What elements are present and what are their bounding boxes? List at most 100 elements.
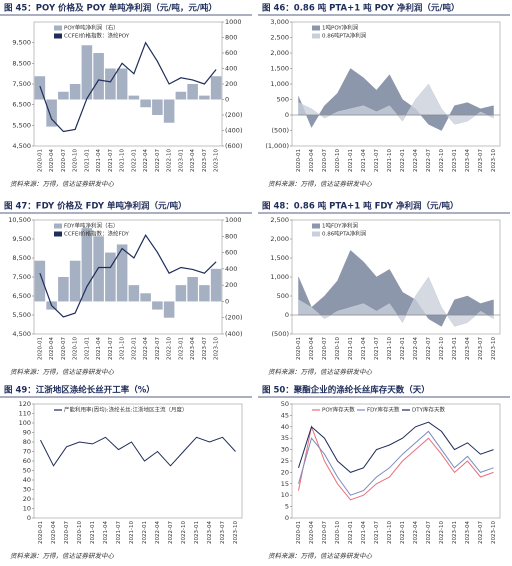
chart-title: 图 46：0.86 吨 PTA+1 吨 POY 净利润（元/吨） xyxy=(262,3,459,14)
chart-title: 图 48：0.86 吨 PTA+1 吨 FDY 净利润（元/吨） xyxy=(262,201,459,212)
y2-tick-label: (600) xyxy=(225,142,242,150)
line xyxy=(39,41,217,133)
x-tick-label: 2021-10 xyxy=(129,521,135,544)
x-tick-label: 2020-07 xyxy=(64,521,70,544)
x-tick-label: 2021-01 xyxy=(90,521,96,544)
y-tick-label: 80 xyxy=(23,438,31,446)
legend-swatch xyxy=(312,25,320,31)
x-tick-label: 2021-07 xyxy=(116,521,122,544)
y-tick-label: 5,500 xyxy=(12,311,31,319)
y-tick-label: 40 xyxy=(23,476,31,484)
x-tick-label: 2023-10 xyxy=(491,149,497,172)
x-tick-label: 2023-01 xyxy=(194,521,200,544)
line xyxy=(298,421,494,473)
y-tick-label: 4,500 xyxy=(12,330,31,338)
x-tick-label: 2020-10 xyxy=(335,149,341,172)
x-tick-label: 2022-10 xyxy=(167,337,173,360)
x-tick-label: 2022-04 xyxy=(143,149,149,172)
x-tick-label: 2021-07 xyxy=(374,149,380,172)
x-tick-label: 2022-07 xyxy=(155,149,161,172)
y-tick-label: 6,500 xyxy=(12,101,31,109)
x-tick-label: 2021-04 xyxy=(361,521,367,544)
x-tick-label: 2023-10 xyxy=(214,149,220,172)
x-tick-label: 2022-04 xyxy=(143,337,149,360)
source-note: 资料来源：万得，信达证券研发中心 xyxy=(10,552,115,560)
bar xyxy=(116,68,128,100)
y-tick-label: 8,500 xyxy=(12,254,31,262)
x-tick-label: 2023-07 xyxy=(478,337,484,360)
x-tick-label: 2022-10 xyxy=(167,149,173,172)
y2-tick-label: 800 xyxy=(225,232,237,240)
x-tick-label: 2021-10 xyxy=(387,337,393,360)
x-tick-label: 2021-10 xyxy=(120,149,126,172)
x-tick-label: 2022-10 xyxy=(439,337,445,360)
x-tick-label: 2022-10 xyxy=(181,521,187,544)
y-tick-label: 60 xyxy=(23,457,31,465)
x-tick-label: 2020-04 xyxy=(49,149,55,172)
y-tick-label: 110 xyxy=(19,410,31,418)
y-tick-label: 5,500 xyxy=(12,121,31,129)
x-tick-label: 2022-07 xyxy=(168,521,174,544)
bar xyxy=(187,277,198,302)
bar xyxy=(210,76,222,100)
x-tick-label: 2022-04 xyxy=(155,521,161,544)
y-tick-label: 7,500 xyxy=(12,273,31,281)
legend-swatch xyxy=(54,33,62,39)
bar xyxy=(69,84,81,100)
y2-tick-label: 200 xyxy=(225,80,237,88)
y2-tick-label: 0 xyxy=(225,297,229,305)
plot-frame xyxy=(33,403,243,519)
bar xyxy=(116,244,128,302)
x-tick-label: 2020-07 xyxy=(61,337,67,360)
line xyxy=(298,430,494,496)
source-note: 资料来源：万得，信达证券研发中心 xyxy=(10,368,115,376)
chart-title: 图 49：江浙地区涤纶长丝开工率（%） xyxy=(4,385,155,396)
legend-label: POY单吨净利润（右） xyxy=(64,24,119,32)
legend-label: FDY库存天数 xyxy=(367,406,400,414)
bar xyxy=(163,99,175,123)
x-tick-label: 2023-07 xyxy=(478,149,484,172)
x-tick-label: 2022-01 xyxy=(400,337,406,360)
x-tick-label: 2022-07 xyxy=(426,337,432,360)
x-tick-label: 2022-01 xyxy=(142,521,148,544)
x-tick-label: 2023-07 xyxy=(478,521,484,544)
x-tick-label: 2021-04 xyxy=(103,521,109,544)
bar xyxy=(69,260,81,302)
y-tick-label: 2,000 xyxy=(270,235,289,243)
line xyxy=(39,234,217,318)
bar xyxy=(34,76,46,100)
source-note: 资料来源：万得，信达证券研发中心 xyxy=(268,552,373,560)
x-tick-label: 2022-10 xyxy=(439,521,445,544)
x-tick-label: 2020-01 xyxy=(296,337,302,360)
legend-label: DTY库存天数 xyxy=(412,406,445,414)
x-tick-label: 2021-07 xyxy=(374,337,380,360)
legend-label: POY库存天数 xyxy=(322,406,355,414)
chart-title: 图 45：POY 价格及 POY 单吨净利润（元/吨，元/吨） xyxy=(4,3,217,14)
x-tick-label: 2022-07 xyxy=(426,149,432,172)
bar xyxy=(128,95,140,100)
x-tick-label: 2022-04 xyxy=(413,521,419,544)
bar xyxy=(152,99,163,115)
bar xyxy=(210,268,222,302)
y-tick-label: 1,500 xyxy=(270,254,289,262)
source-note: 资料来源：万得，信达证券研发中心 xyxy=(268,368,373,376)
x-tick-label: 2020-01 xyxy=(37,149,43,172)
y-tick-label: 7,500 xyxy=(12,80,31,88)
y2-tick-label: (200) xyxy=(225,314,242,322)
legend-swatch xyxy=(312,33,320,39)
x-tick-label: 2020-04 xyxy=(49,337,55,360)
x-tick-label: 2021-01 xyxy=(84,337,90,360)
bar xyxy=(140,99,151,108)
bar xyxy=(199,285,210,302)
y-tick-label: 6,500 xyxy=(12,292,31,300)
y-tick-label: 0 xyxy=(285,514,289,522)
legend-label: 0.86吨PTA净利润 xyxy=(322,32,367,40)
y2-tick-label: 400 xyxy=(225,265,237,273)
y2-tick-label: (400) xyxy=(225,330,242,338)
y-tick-label: 4,500 xyxy=(12,142,31,150)
legend-label: FDY单吨净利润（右） xyxy=(64,222,118,230)
chart-title: 图 47：FDY 价格及 FDY 单吨净利润（元/吨） xyxy=(4,201,187,212)
x-tick-label: 2022-04 xyxy=(413,337,419,360)
x-tick-label: 2023-04 xyxy=(207,521,213,544)
x-tick-label: 2022-01 xyxy=(400,149,406,172)
